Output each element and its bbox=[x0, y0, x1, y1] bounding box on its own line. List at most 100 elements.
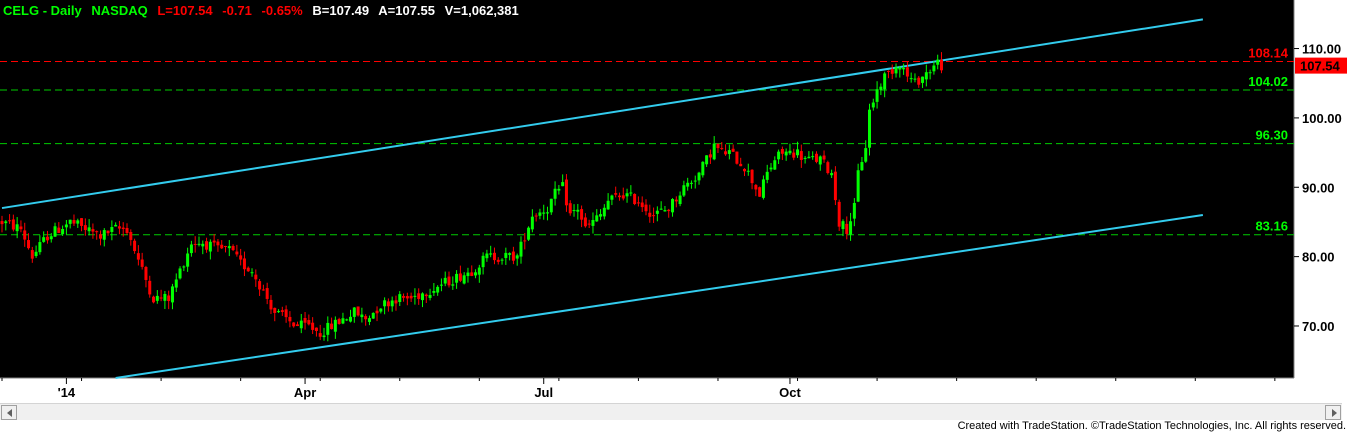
candle-body bbox=[466, 272, 470, 277]
candle-body bbox=[0, 221, 4, 225]
candle-body bbox=[750, 169, 754, 184]
candle-body bbox=[98, 234, 102, 239]
candle-body bbox=[106, 230, 110, 234]
candle-body bbox=[807, 156, 811, 159]
candle-body bbox=[905, 67, 909, 77]
candle-body bbox=[932, 65, 936, 72]
candle-body bbox=[739, 163, 743, 167]
candle-body bbox=[515, 255, 519, 259]
candle-body bbox=[447, 276, 451, 286]
candle-body bbox=[148, 280, 152, 295]
candle-body bbox=[390, 300, 394, 307]
candle-body bbox=[246, 267, 250, 272]
candle-body bbox=[428, 295, 432, 298]
candle-body bbox=[182, 266, 186, 268]
candle-body bbox=[477, 267, 481, 275]
candle-body bbox=[8, 220, 12, 222]
candle-body bbox=[754, 184, 758, 190]
candle-body bbox=[845, 223, 849, 234]
arrow-right-icon bbox=[1332, 409, 1337, 417]
candle-body bbox=[489, 253, 493, 255]
candle-body bbox=[758, 187, 762, 197]
candle-body bbox=[674, 199, 678, 202]
x-tick-label: Oct bbox=[779, 385, 801, 400]
candle-body bbox=[553, 188, 557, 199]
candle-body bbox=[227, 246, 231, 249]
candle-body bbox=[436, 286, 440, 293]
candle-body bbox=[375, 310, 379, 314]
candle-body bbox=[250, 272, 254, 274]
candle-body bbox=[144, 267, 148, 280]
horizontal-levels bbox=[0, 60, 1294, 236]
candle-body bbox=[11, 219, 15, 230]
horizontal-scrollbar[interactable] bbox=[0, 403, 1342, 420]
candle-body bbox=[902, 67, 906, 70]
candle-body bbox=[496, 259, 500, 262]
candle-body bbox=[61, 229, 65, 235]
candle-body bbox=[261, 289, 265, 291]
candle-body bbox=[121, 227, 125, 230]
scroll-right-button[interactable] bbox=[1325, 405, 1341, 420]
level-labels: 108.14 104.02 96.30 83.16 107.54 bbox=[1248, 45, 1347, 234]
last-price: L=107.54 bbox=[157, 3, 213, 18]
candle-body bbox=[572, 210, 576, 212]
candle-body bbox=[822, 155, 826, 160]
candle-body bbox=[655, 210, 659, 214]
scroll-left-button[interactable] bbox=[1, 405, 17, 420]
candle-body bbox=[299, 320, 303, 329]
candle-body bbox=[439, 284, 443, 286]
candle-body bbox=[197, 243, 201, 245]
last-price-badge bbox=[1295, 57, 1347, 74]
candle-body bbox=[4, 221, 8, 224]
arrow-left-icon bbox=[7, 409, 12, 417]
candle-body bbox=[129, 232, 133, 240]
candle-body bbox=[265, 288, 269, 299]
candle-body bbox=[330, 323, 334, 330]
candle-body bbox=[53, 226, 57, 237]
candle-body bbox=[557, 188, 561, 191]
candle-body bbox=[91, 229, 95, 232]
candle-body bbox=[564, 179, 568, 206]
candle-body bbox=[625, 193, 629, 197]
candle-body bbox=[708, 154, 712, 158]
candle-body bbox=[432, 291, 436, 293]
candle-body bbox=[769, 167, 773, 170]
candle-body bbox=[583, 217, 587, 227]
candle-body bbox=[242, 258, 246, 270]
candle-body bbox=[68, 219, 72, 224]
candle-body bbox=[894, 67, 898, 74]
candle-body bbox=[159, 297, 163, 299]
candle-body bbox=[852, 202, 856, 219]
candle-body bbox=[595, 215, 599, 222]
candle-body bbox=[697, 172, 701, 181]
candle-body bbox=[288, 316, 292, 322]
candle-body bbox=[530, 216, 534, 230]
chart-header: CELG - Daily NASDAQ L=107.54 -0.71 -0.65… bbox=[3, 3, 525, 18]
candle-body bbox=[538, 212, 542, 216]
candle-body bbox=[76, 220, 80, 224]
candle-body bbox=[568, 203, 572, 214]
candle-body bbox=[534, 215, 538, 217]
candle-body bbox=[648, 212, 652, 217]
candle-body bbox=[337, 319, 341, 324]
candle-body bbox=[542, 212, 546, 214]
candles bbox=[0, 52, 943, 342]
candle-body bbox=[504, 252, 508, 258]
candle-body bbox=[523, 240, 527, 242]
candle-body bbox=[424, 294, 428, 297]
candle-body bbox=[49, 236, 53, 240]
candle-body bbox=[606, 200, 610, 210]
candle-body bbox=[841, 221, 845, 230]
candle-body bbox=[239, 255, 243, 260]
candle-body bbox=[167, 295, 171, 302]
candle-body bbox=[720, 148, 724, 150]
candle-body bbox=[322, 335, 326, 338]
candle-body bbox=[174, 279, 178, 288]
candle-body bbox=[349, 316, 353, 322]
candle-body bbox=[140, 259, 144, 267]
candle-body bbox=[314, 327, 318, 332]
candle-body bbox=[345, 319, 349, 321]
candle-body bbox=[201, 243, 205, 247]
candle-body bbox=[886, 70, 890, 72]
